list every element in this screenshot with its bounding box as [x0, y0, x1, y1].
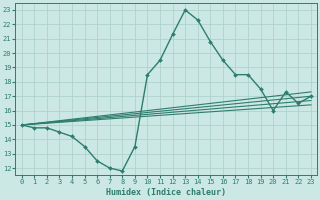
X-axis label: Humidex (Indice chaleur): Humidex (Indice chaleur): [106, 188, 226, 197]
